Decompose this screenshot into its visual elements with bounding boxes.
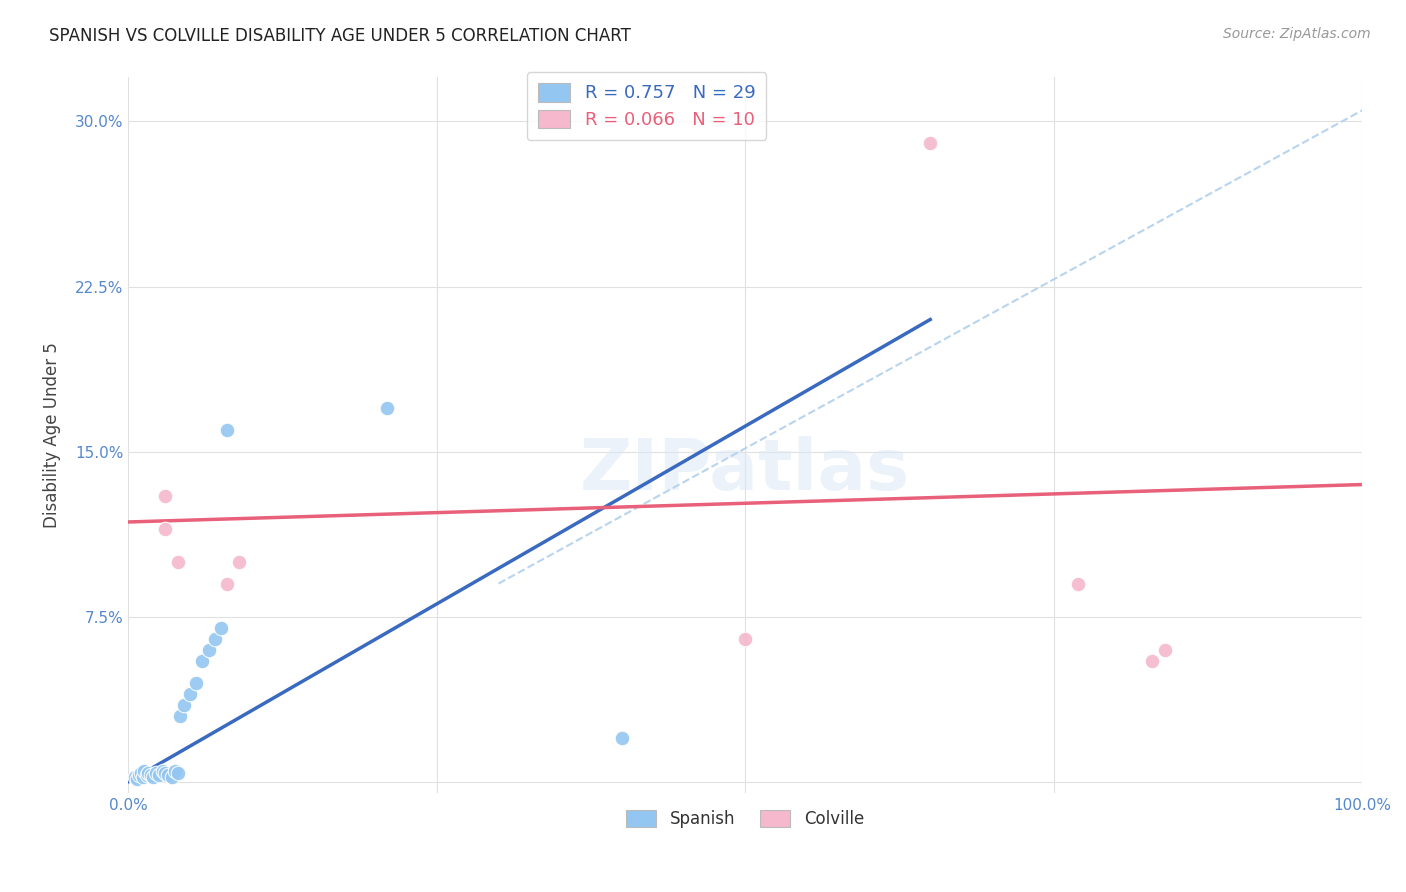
Point xyxy=(145,765,167,780)
Point xyxy=(132,770,155,784)
Point xyxy=(160,770,183,784)
Point xyxy=(1153,642,1175,657)
Point xyxy=(124,770,146,784)
Point xyxy=(197,642,219,657)
Point xyxy=(734,632,756,646)
Text: SPANISH VS COLVILLE DISABILITY AGE UNDER 5 CORRELATION CHART: SPANISH VS COLVILLE DISABILITY AGE UNDER… xyxy=(49,27,631,45)
Point xyxy=(135,768,157,782)
Point xyxy=(128,768,150,782)
Point xyxy=(129,765,152,780)
Point xyxy=(186,675,208,690)
Point xyxy=(215,576,238,591)
Point xyxy=(152,764,174,778)
Point xyxy=(166,765,188,780)
Point xyxy=(139,768,162,782)
Point xyxy=(166,555,188,569)
Legend: Spanish, Colville: Spanish, Colville xyxy=(620,803,870,834)
Point xyxy=(156,768,179,782)
Point xyxy=(377,401,399,415)
Point xyxy=(134,764,156,778)
Point xyxy=(179,687,201,701)
Point xyxy=(155,522,177,536)
Point xyxy=(610,731,633,745)
Point xyxy=(1142,654,1164,668)
Point xyxy=(136,765,159,780)
Point xyxy=(920,136,942,151)
Text: ZIPatlas: ZIPatlas xyxy=(581,436,910,505)
Point xyxy=(165,764,187,778)
Point xyxy=(155,765,177,780)
Point xyxy=(155,489,177,503)
Point xyxy=(148,768,170,782)
Point xyxy=(228,555,250,569)
Point xyxy=(209,621,232,635)
Point xyxy=(191,654,214,668)
Point xyxy=(215,423,238,437)
Point xyxy=(125,772,148,787)
Text: Source: ZipAtlas.com: Source: ZipAtlas.com xyxy=(1223,27,1371,41)
Point xyxy=(204,632,226,646)
Point xyxy=(1067,576,1090,591)
Point xyxy=(142,770,165,784)
Point xyxy=(173,698,195,712)
Point xyxy=(169,708,191,723)
Y-axis label: Disability Age Under 5: Disability Age Under 5 xyxy=(44,343,60,528)
